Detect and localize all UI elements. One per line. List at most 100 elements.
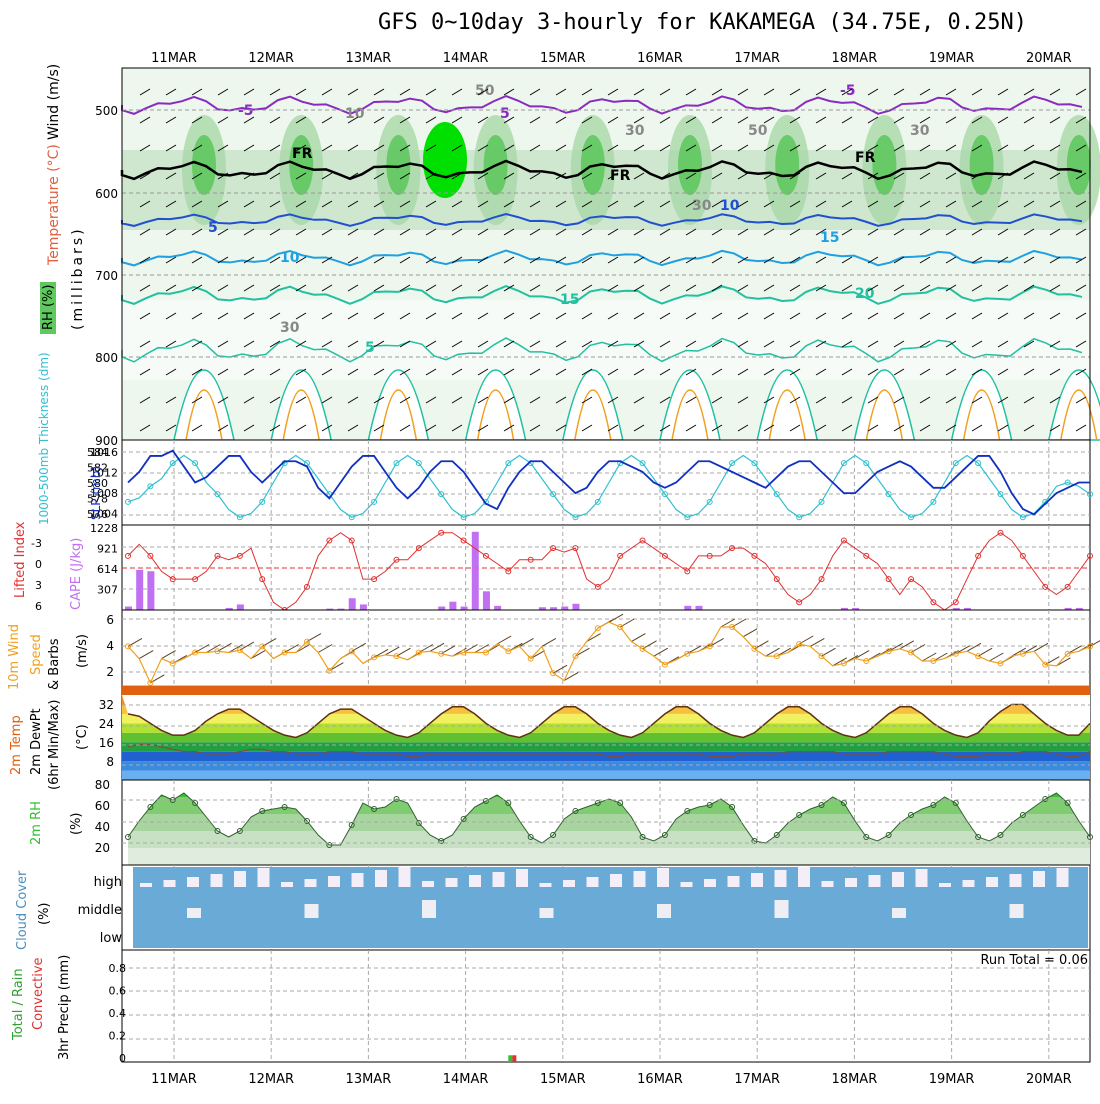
lifted-index-line-marker [415, 545, 422, 552]
rh-moist-core [872, 135, 897, 195]
wind-barb [1023, 88, 1035, 96]
wind-barb [685, 368, 697, 376]
wind-barb [815, 340, 827, 348]
slp-line [127, 449, 1090, 516]
contour-20 [121, 337, 1083, 363]
lifted-index-line-marker [393, 556, 400, 563]
warm-contour [379, 389, 418, 441]
wind-speed-line-marker [1019, 650, 1026, 657]
wind-barb [217, 172, 229, 180]
thickness-line-marker [885, 491, 892, 498]
wind-barb [586, 633, 601, 643]
run-total-label: Run Total = 0.06 [980, 953, 1088, 968]
wind-barb [685, 228, 697, 236]
rh-band [128, 831, 1090, 848]
wind-barb [269, 256, 281, 264]
y-tick-right: 1012 [90, 467, 118, 480]
wind-barb [945, 116, 957, 124]
lifted-index-line-marker [975, 552, 982, 559]
wind-barb [425, 116, 437, 124]
wind-barb [841, 200, 853, 208]
wind-speed-line-marker [1064, 650, 1071, 657]
wind-barb [138, 650, 154, 660]
thickness-line-marker [438, 491, 445, 498]
cape-bar [236, 604, 244, 610]
wind-barb [1049, 396, 1061, 404]
wind-barb [971, 88, 983, 96]
wind-barb [191, 396, 203, 404]
wind-barb [477, 200, 489, 208]
wind-barb [1075, 424, 1087, 432]
wind-barb [564, 671, 579, 681]
rh-band [122, 300, 1090, 380]
wind-barb [607, 88, 619, 96]
contour-label: 10 [345, 106, 365, 122]
lifted-index-line-marker [751, 552, 758, 559]
wind-barb [269, 144, 281, 152]
wind-barb [399, 256, 411, 264]
wind-barb [1033, 642, 1049, 652]
wind-barb [945, 172, 957, 180]
wind-barb [607, 284, 619, 292]
warm-contour [1060, 389, 1098, 441]
thickness-line-marker [594, 498, 601, 505]
wind-barb [607, 116, 619, 124]
cape-bar [337, 608, 345, 610]
wind-barb [659, 396, 671, 404]
thickness-line-marker [259, 498, 266, 505]
wind-barb [321, 424, 333, 432]
thickness-line-marker [818, 498, 825, 505]
wind-barb [1075, 368, 1087, 376]
cloud-mid-gap [774, 900, 789, 918]
y-axis-label-units: (%) [37, 903, 52, 926]
cloud-mid-gap [1009, 904, 1024, 918]
wind-barb [321, 228, 333, 236]
temp-band [122, 761, 1090, 771]
wind-barb [1023, 228, 1035, 236]
wind-barb [217, 116, 229, 124]
wind-barb [165, 284, 177, 292]
wind-barb [191, 172, 203, 180]
wind-barb [243, 88, 255, 96]
y-axis-label-units: (%) [69, 813, 84, 836]
cloud-high-gap [375, 870, 387, 887]
wind-barb [832, 657, 847, 667]
wind-barb [633, 228, 645, 236]
wind-barb [633, 368, 645, 376]
wind-barb [529, 312, 541, 320]
cape-bar [963, 607, 971, 610]
lifted-index-line-marker [661, 552, 668, 559]
wind-barb [711, 200, 723, 208]
wind-barb [971, 284, 983, 292]
wind-barb [347, 200, 359, 208]
cape-bar [538, 607, 546, 610]
contour-label: 10 [720, 198, 740, 214]
cloud-high-gap [210, 874, 223, 887]
cape-bar [1075, 607, 1083, 610]
wind-barb [425, 144, 437, 152]
wind-barb [477, 116, 489, 124]
wind-barb [919, 116, 931, 124]
y-tick-right: 1008 [90, 487, 118, 500]
wind-barb [997, 200, 1009, 208]
y-tick: 6 [106, 613, 114, 627]
cloud-high-gap [962, 880, 975, 887]
wind-barb [945, 88, 957, 96]
wind-barb [269, 116, 281, 124]
thickness-line-marker [796, 514, 803, 521]
wind-barb [737, 172, 749, 180]
wind-barb [711, 424, 723, 432]
rh-line-marker [930, 802, 937, 808]
wind-speed-line-marker [393, 653, 400, 660]
rh-line-marker [885, 832, 892, 838]
wind-barb [711, 172, 723, 180]
wind-barb [451, 424, 463, 432]
lifted-index-line-marker [1019, 552, 1026, 559]
wind-barb [607, 228, 619, 236]
contour-label: FR [610, 168, 631, 184]
wind-barb [997, 228, 1009, 236]
wind-speed-line-marker [885, 648, 892, 655]
wind-barb [893, 200, 905, 208]
precip-bar [512, 1055, 517, 1062]
